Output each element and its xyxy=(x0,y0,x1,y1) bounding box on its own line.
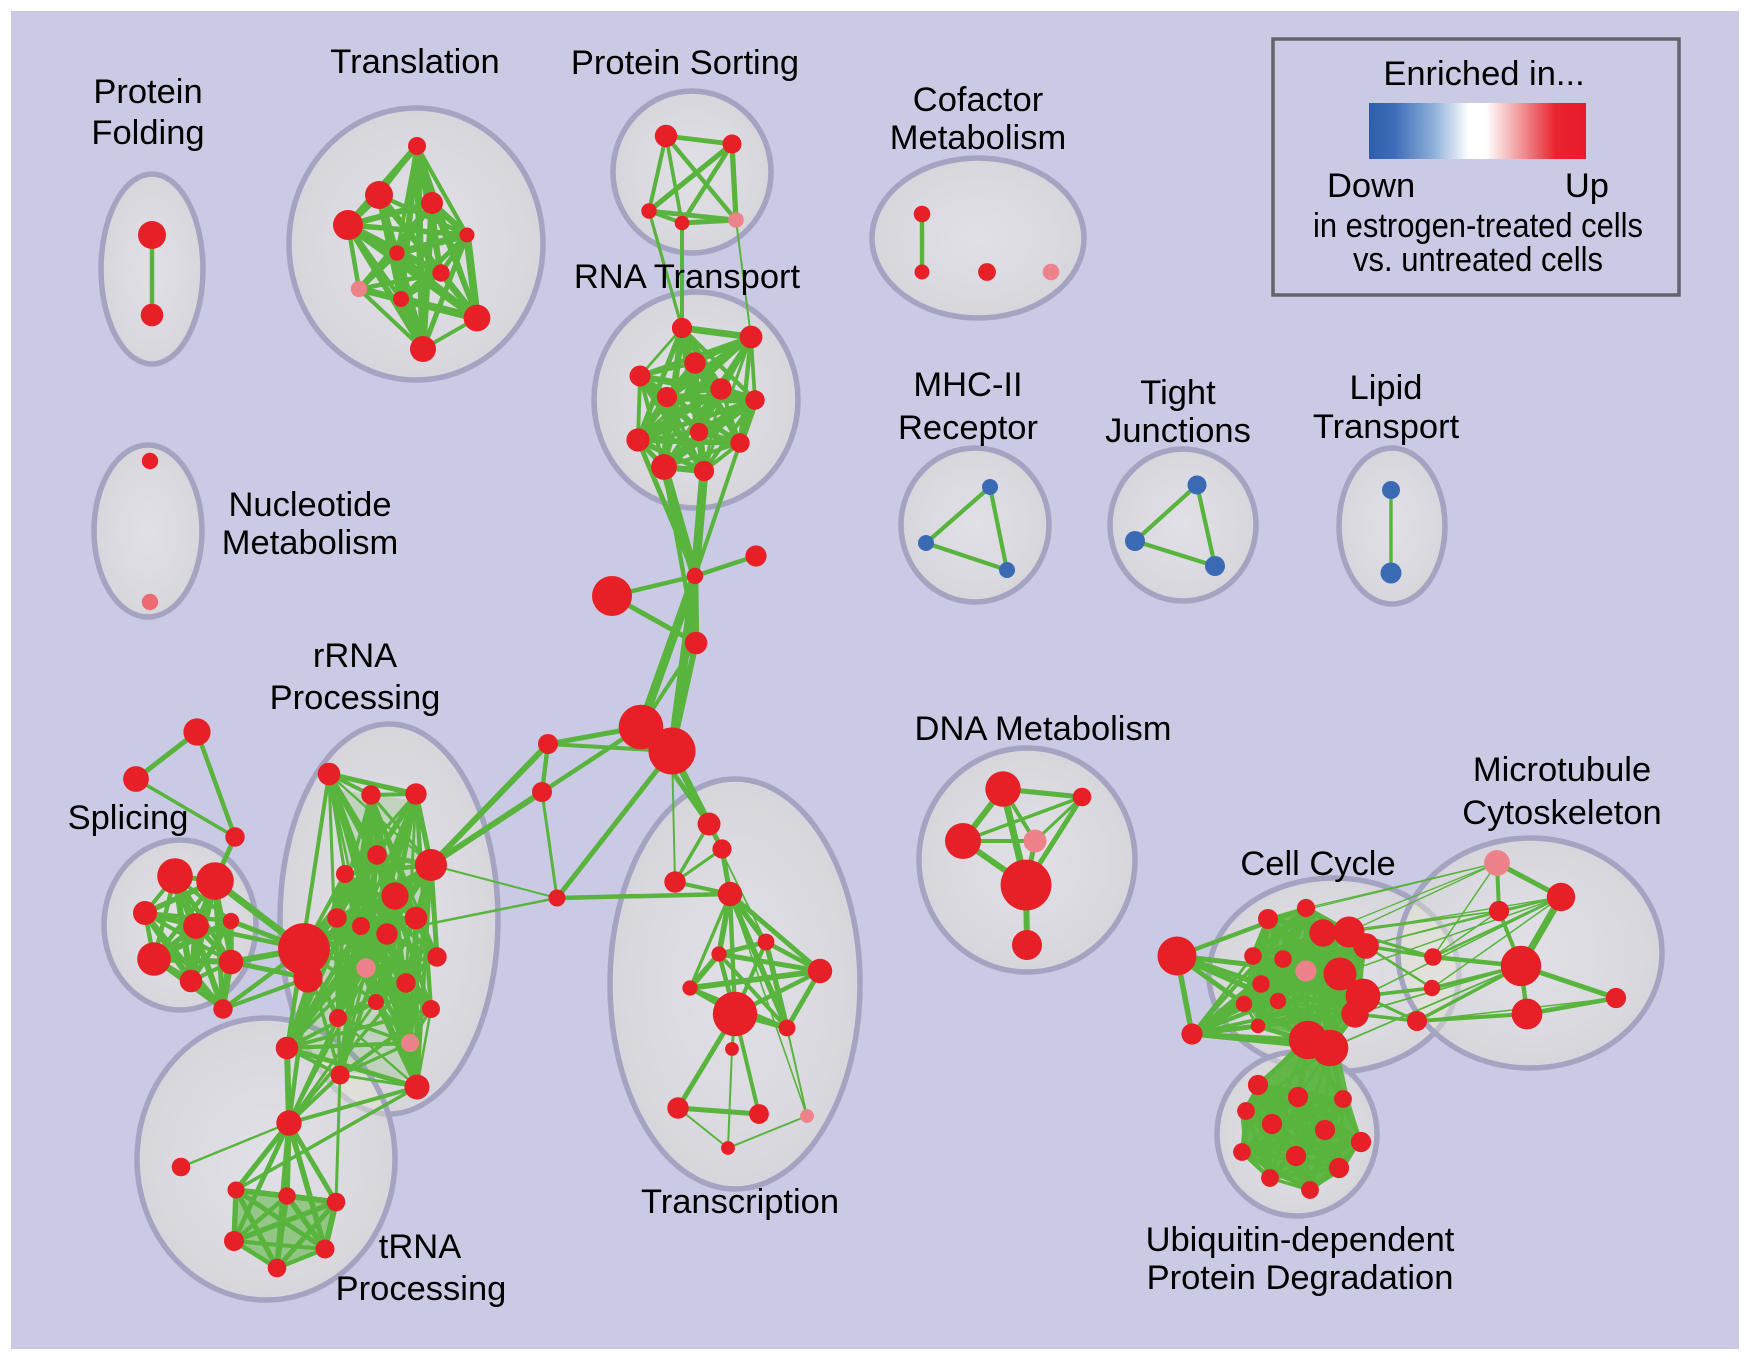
svg-text:Receptor: Receptor xyxy=(898,409,1038,447)
svg-text:Enriched in...: Enriched in... xyxy=(1383,55,1584,93)
svg-text:Down: Down xyxy=(1327,167,1415,205)
svg-text:Processing: Processing xyxy=(270,679,441,717)
svg-text:Cofactor: Cofactor xyxy=(913,81,1043,119)
svg-text:Splicing: Splicing xyxy=(68,799,189,837)
svg-text:Transport: Transport xyxy=(1313,408,1460,446)
svg-text:Transcription: Transcription xyxy=(641,1183,839,1221)
svg-text:Junctions: Junctions xyxy=(1105,412,1251,450)
svg-text:MHC-II: MHC-II xyxy=(913,366,1022,404)
svg-text:DNA Metabolism: DNA Metabolism xyxy=(915,710,1172,748)
svg-text:Metabolism: Metabolism xyxy=(890,119,1066,157)
svg-text:Protein Sorting: Protein Sorting xyxy=(571,44,799,82)
svg-text:Microtubule: Microtubule xyxy=(1473,751,1651,789)
svg-text:Nucleotide: Nucleotide xyxy=(228,486,391,524)
svg-text:Up: Up xyxy=(1565,167,1609,205)
svg-text:Metabolism: Metabolism xyxy=(222,524,398,562)
svg-text:Protein Degradation: Protein Degradation xyxy=(1147,1259,1454,1297)
svg-text:Cytoskeleton: Cytoskeleton xyxy=(1462,794,1661,832)
svg-text:Lipid: Lipid xyxy=(1350,369,1423,407)
svg-text:in estrogen-treated cells: in estrogen-treated cells xyxy=(1313,207,1643,245)
svg-text:Ubiquitin-dependent: Ubiquitin-dependent xyxy=(1146,1221,1455,1259)
svg-text:Processing: Processing xyxy=(336,1270,507,1308)
svg-text:Translation: Translation xyxy=(330,43,499,81)
svg-text:Protein: Protein xyxy=(93,73,202,111)
svg-text:vs. untreated cells: vs. untreated cells xyxy=(1353,241,1603,279)
svg-text:Tight: Tight xyxy=(1140,374,1216,412)
svg-text:tRNA: tRNA xyxy=(379,1228,461,1266)
svg-text:RNA Transport: RNA Transport xyxy=(574,258,801,296)
svg-text:Cell Cycle: Cell Cycle xyxy=(1240,845,1395,883)
svg-text:rRNA: rRNA xyxy=(313,637,397,675)
svg-text:Folding: Folding xyxy=(91,114,204,152)
